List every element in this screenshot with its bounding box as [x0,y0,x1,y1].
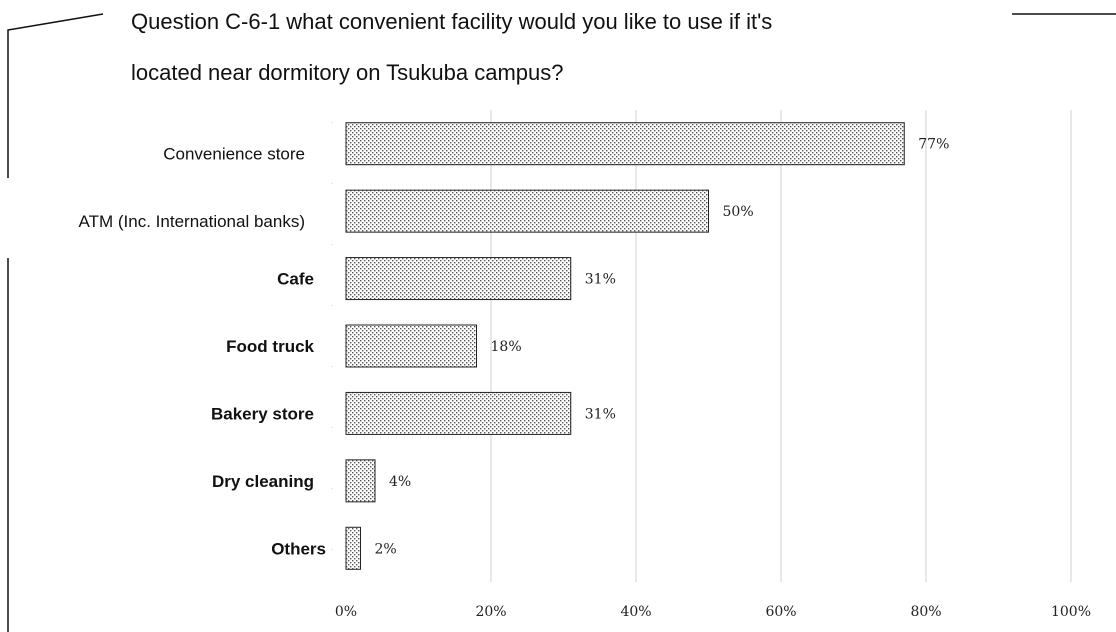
bar-2 [345,257,572,301]
category-label-1: ATM (Inc. International banks) [79,212,305,231]
frame-lines [7,13,1116,632]
value-label-0: 77% [918,137,949,153]
bar-4 [345,391,572,435]
bar-6 [345,526,361,570]
value-label-2: 31% [585,272,616,288]
category-label-3: Food truck [226,337,314,356]
frame-top-left [7,13,104,178]
bar-1 [345,189,709,233]
chart-title-line-2: located near dormitory on Tsukuba campus… [131,60,564,85]
x-axis-ticks: 0% 20% 40% 60% 80% 100% [335,604,1091,620]
category-label-6: Others [271,539,326,558]
chart-title-line-1: Question C-6-1 what convenient facility … [131,9,773,34]
tick-label-20: 20% [475,604,506,620]
tick-label-100: 100% [1051,604,1091,620]
tick-label-40: 40% [620,604,651,620]
grid-lines [331,110,1072,582]
tick-label-0: 0% [335,604,357,620]
value-labels: 77% 50% 31% 18% 31% 4% 2% [375,137,950,558]
tick-label-60: 60% [765,604,796,620]
value-label-4: 31% [585,406,616,422]
value-label-1: 50% [723,204,754,220]
bar-0 [345,122,905,166]
bars [345,122,905,570]
tick-label-80: 80% [910,604,941,620]
bar-3 [345,324,477,368]
value-label-5: 4% [389,474,411,490]
category-label-5: Dry cleaning [212,472,314,491]
value-label-6: 2% [375,541,397,557]
category-labels: Convenience store ATM (Inc. International… [79,145,326,559]
category-label-4: Bakery store [211,404,314,423]
bar-5 [345,459,376,503]
value-label-3: 18% [491,339,522,355]
category-label-2: Cafe [277,270,314,289]
category-label-0: Convenience store [163,145,305,164]
